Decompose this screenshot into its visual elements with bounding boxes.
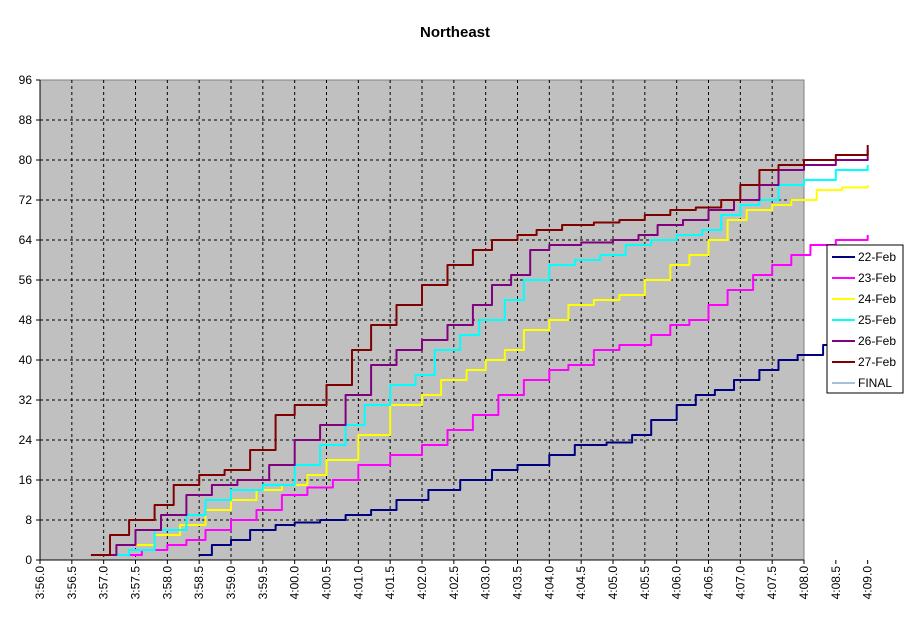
y-tick-label: 96 — [19, 73, 33, 87]
legend-label: FINAL — [858, 376, 892, 390]
legend-label: 23-Feb — [858, 271, 896, 285]
x-tick-label: 3:57.5 — [129, 566, 143, 600]
x-tick-label: 3:56.5 — [65, 566, 79, 600]
legend-label: 26-Feb — [858, 334, 896, 348]
series-lines — [90, 145, 869, 556]
y-tick-label: 88 — [19, 113, 33, 127]
series-line-25-Feb — [103, 165, 869, 556]
y-tick-label: 8 — [25, 513, 32, 527]
x-tick-label: 4:05.0 — [606, 566, 620, 600]
x-tick-label: 4:09.0 — [861, 566, 875, 600]
x-tick-label: 4:00.5 — [320, 566, 334, 600]
x-tick-label: 4:03.5 — [511, 566, 525, 600]
x-tick-label: 4:02.0 — [415, 566, 429, 600]
y-tick-label: 80 — [19, 153, 33, 167]
series-line-24-Feb — [135, 185, 869, 546]
x-tick-label: 4:02.5 — [447, 566, 461, 600]
y-tick-label: 56 — [19, 273, 33, 287]
y-tick-label: 72 — [19, 193, 33, 207]
x-tick-label: 4:01.5 — [383, 566, 397, 600]
series-line-22-Feb — [199, 335, 869, 556]
y-tick-label: 48 — [19, 313, 33, 327]
x-tick-label: 4:05.5 — [638, 566, 652, 600]
y-tick-label: 24 — [19, 433, 33, 447]
x-tick-label: 3:57.0 — [97, 566, 111, 600]
x-tick-label: 4:07.0 — [733, 566, 747, 600]
series-line-27-Feb — [90, 145, 869, 556]
x-tick-label: 4:04.0 — [542, 566, 556, 600]
legend-label: 24-Feb — [858, 292, 896, 306]
legend: 22-Feb 23-Feb 24-Feb 25-Feb 26-Feb 27-Feb FINA… — [826, 244, 904, 394]
x-tick-label: 4:08.5 — [829, 566, 843, 600]
x-tick-label: 4:00.0 — [288, 566, 302, 600]
gridlines — [40, 80, 804, 560]
legend-label: 22-Feb — [858, 250, 896, 264]
y-tick-label: 16 — [19, 473, 33, 487]
x-tick-label: 3:58.0 — [160, 566, 174, 600]
y-tick-label: 40 — [19, 353, 33, 367]
x-tick-label: 4:06.5 — [702, 566, 716, 600]
series-line-26-Feb — [97, 150, 869, 556]
chart-title: Northeast — [420, 24, 490, 41]
y-axis: 0 8 16 24 32 40 48 56 64 72 80 88 96 — [19, 73, 41, 567]
y-tick-label: 0 — [25, 553, 32, 567]
x-tick-label: 4:03.0 — [479, 566, 493, 600]
x-tick-label: 3:58.5 — [192, 566, 206, 600]
x-tick-label: 4:01.0 — [351, 566, 365, 600]
x-tick-label: 4:08.0 — [797, 566, 811, 600]
y-tick-label: 64 — [19, 233, 33, 247]
series-line-23-Feb — [116, 235, 869, 556]
legend-label: 27-Feb — [858, 355, 896, 369]
x-tick-label: 3:56.0 — [33, 566, 47, 600]
x-tick-label: 4:07.5 — [765, 566, 779, 600]
x-tick-label: 3:59.5 — [256, 566, 270, 600]
y-tick-label: 32 — [19, 393, 33, 407]
x-axis: 3:56.0 3:56.5 3:57.0 3:57.5 3:58.0 3:58.5 3:59… — [33, 559, 875, 600]
x-tick-label: 3:59.0 — [224, 566, 238, 600]
x-tick-label: 4:06.0 — [670, 566, 684, 600]
legend-label: 25-Feb — [858, 313, 896, 327]
x-tick-label: 4:04.5 — [574, 566, 588, 600]
